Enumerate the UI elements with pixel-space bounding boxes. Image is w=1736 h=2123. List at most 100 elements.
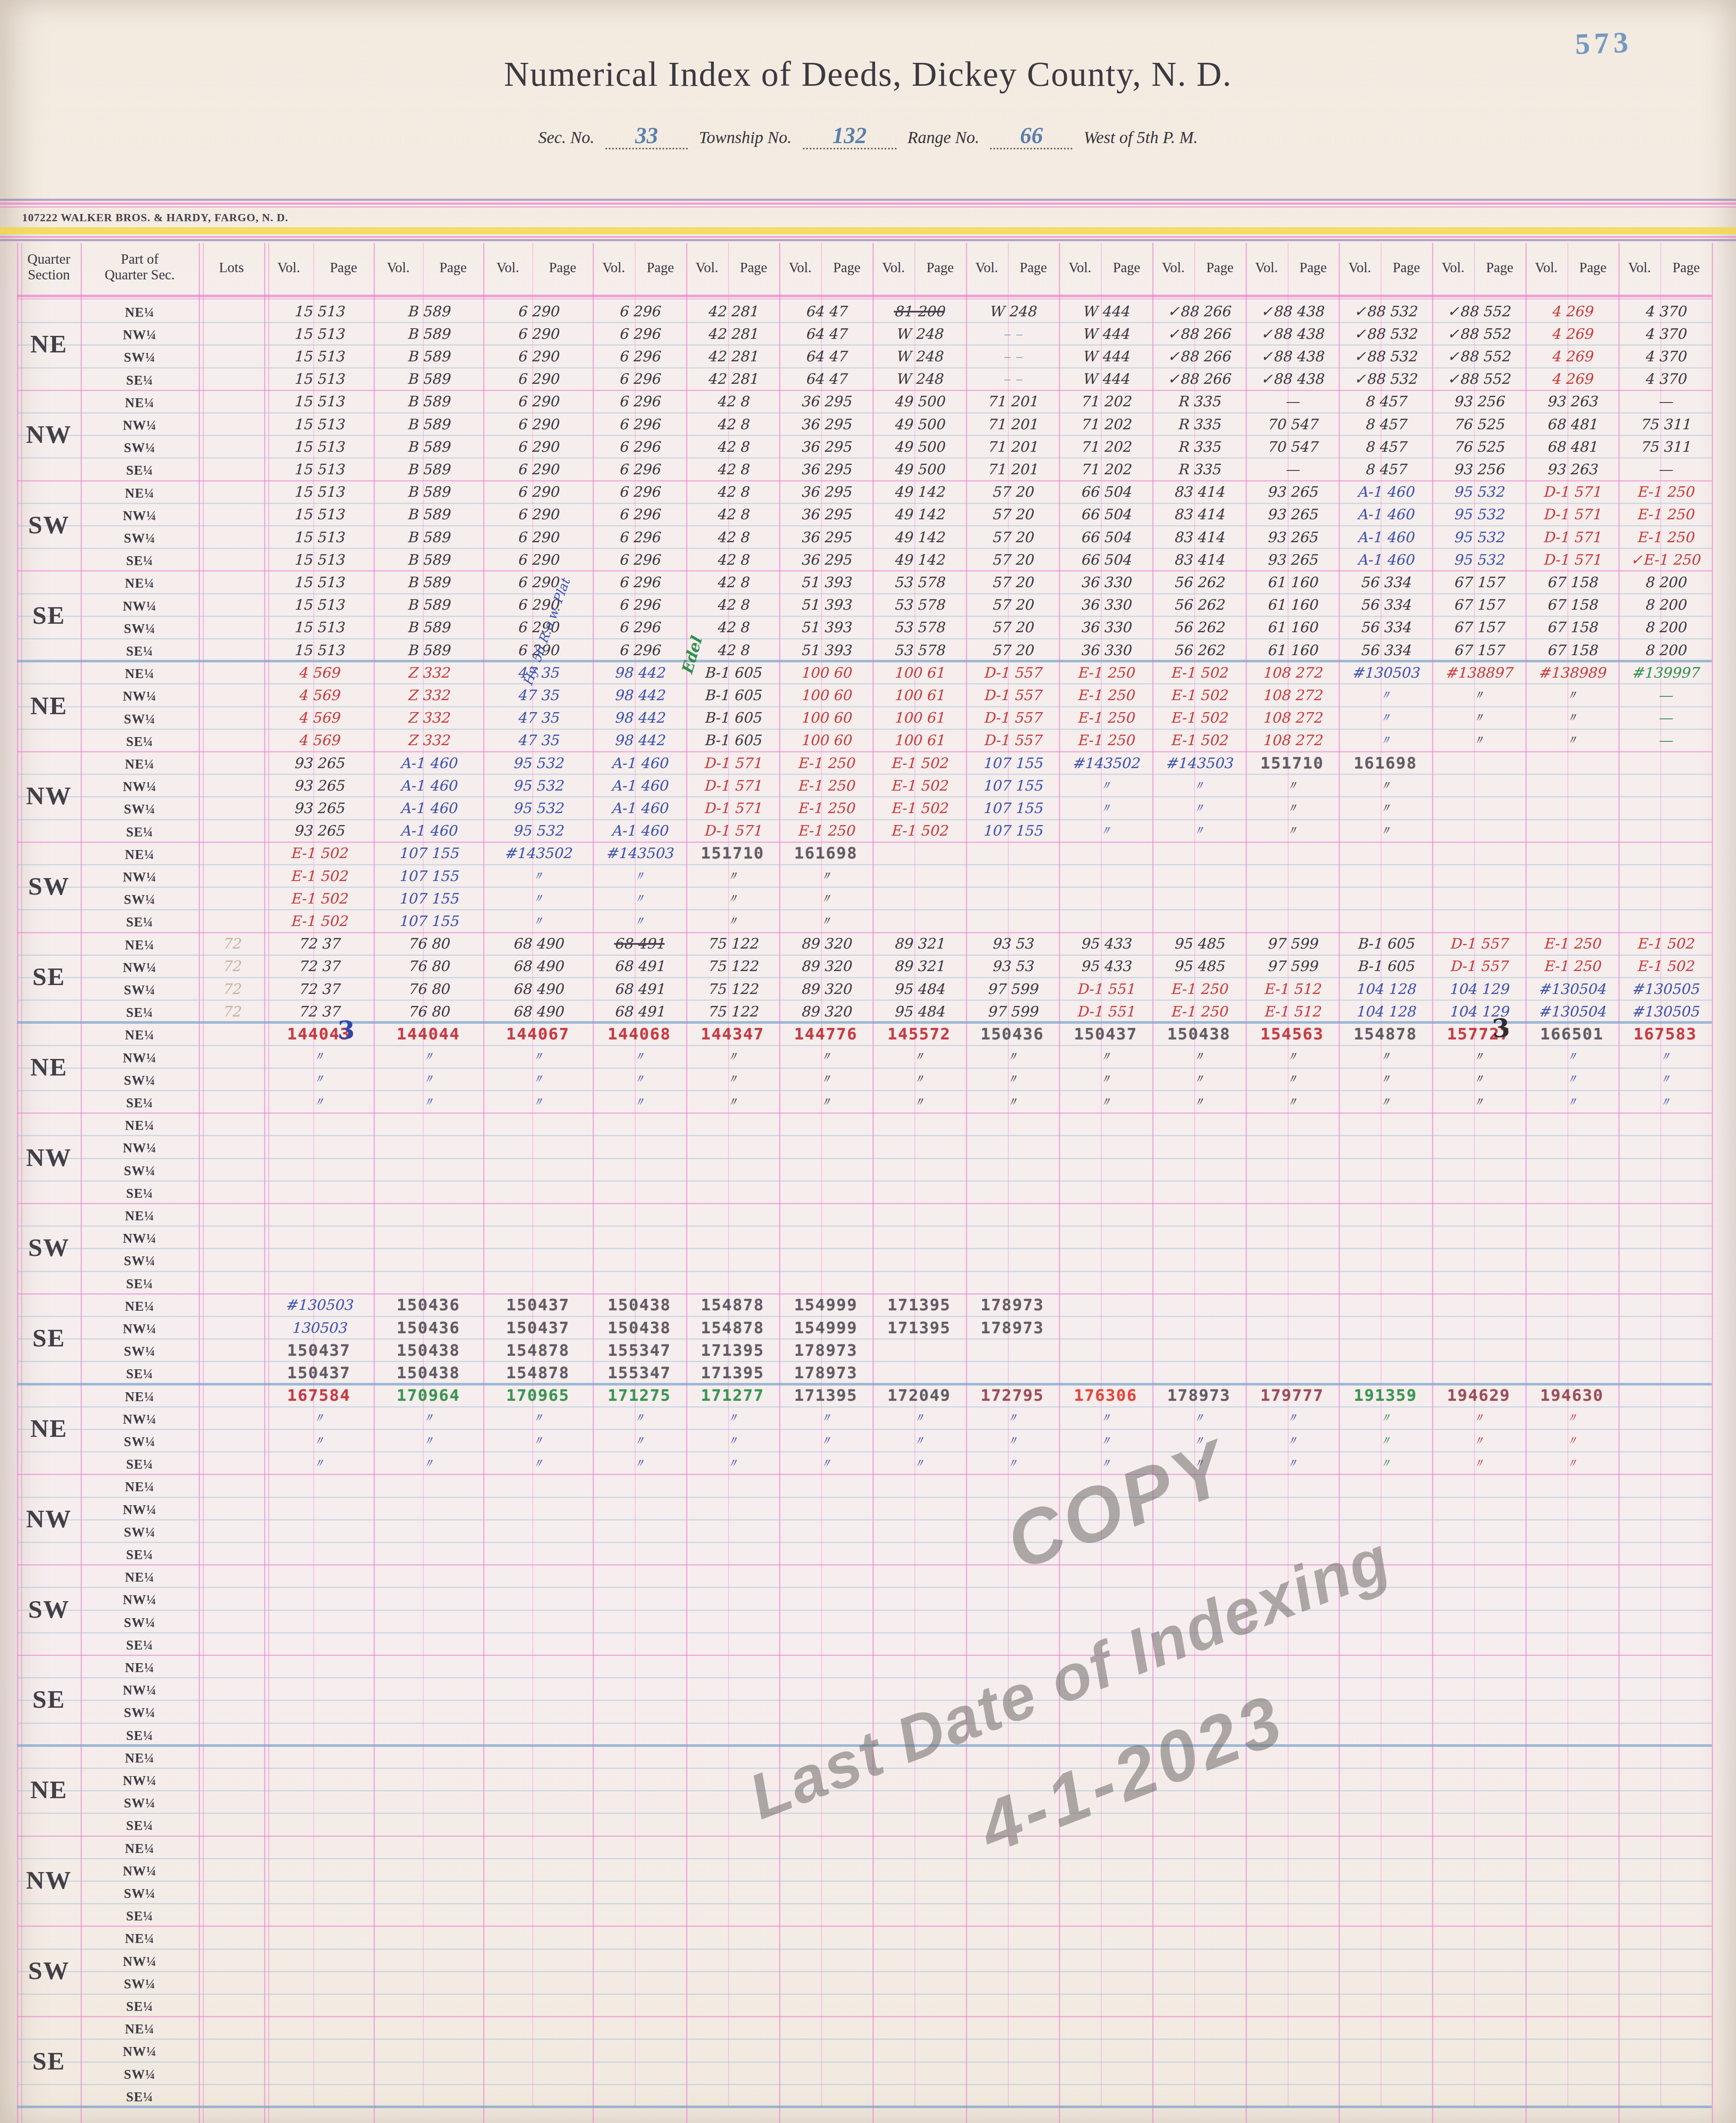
ditto-mark: 〃 [594, 911, 685, 931]
index-entry: 150438 [594, 1318, 685, 1337]
index-entry: 150437 [265, 1340, 372, 1360]
row-divider [17, 729, 1712, 730]
row-divider [17, 1158, 1712, 1159]
index-entry: ✓88 532 [1340, 369, 1431, 389]
index-entry: 57 20 [967, 572, 1058, 592]
section-header: Sec. No. 33 Township No. 132 Range No. 6… [0, 124, 1736, 149]
index-entry: 75 311 [1620, 414, 1711, 434]
index-entry: 167583 [1620, 1024, 1711, 1044]
ditto-mark: 〃 [780, 866, 871, 886]
col-header-page: Page [1008, 260, 1059, 276]
index-entry: 8 200 [1620, 595, 1711, 615]
index-entry: 15 513 [265, 346, 372, 366]
index-entry: 64 47 [780, 346, 871, 366]
index-entry: 100 60 [780, 708, 871, 728]
index-entry: 171395 [687, 1363, 778, 1382]
quarter-label-se: SE [17, 1685, 81, 1714]
ditto-mark: 〃 [265, 1408, 372, 1428]
index-entry: 66 504 [1060, 527, 1151, 547]
index-entry: W 248 [967, 301, 1058, 321]
index-entry: 72 37 [265, 934, 372, 954]
ledger-page: 573 Numerical Index of Deeds, Dickey Cou… [0, 0, 1736, 2123]
ditto-mark: 〃 [1433, 1069, 1524, 1089]
quarter-label-ne: NE [17, 1775, 81, 1805]
ditto-mark: 〃 [687, 1092, 778, 1112]
index-entry: ✓88 438 [1247, 301, 1338, 321]
index-entry: 100 60 [780, 730, 871, 750]
part-label: SE¼ [81, 1005, 199, 1020]
index-entry: 150437 [265, 1363, 372, 1382]
index-entry: 76 525 [1433, 436, 1524, 456]
index-entry: 67 157 [1433, 617, 1524, 637]
index-entry: E-1 502 [874, 798, 965, 818]
index-entry: 171395 [687, 1340, 778, 1360]
row-divider [17, 1090, 1712, 1091]
index-entry: 76 525 [1433, 414, 1524, 434]
part-label: NW¼ [81, 689, 199, 704]
index-entry: B-1 605 [1340, 934, 1431, 954]
index-entry: 75 122 [687, 934, 778, 954]
index-entry: — [1620, 730, 1711, 750]
quarter-label-nw: NW [17, 1866, 81, 1895]
index-entry: 49 142 [874, 527, 965, 547]
ditto-mark: 〃 [375, 1453, 482, 1473]
index-entry: E-1 250 [780, 821, 871, 841]
index-entry: 15 513 [265, 301, 372, 321]
index-entry: 6 290 [484, 595, 591, 615]
index-entry: 68 490 [484, 956, 591, 976]
index-entry: W 248 [874, 369, 965, 389]
index-entry: 107 155 [375, 866, 482, 886]
col-header-lots: Lots [199, 260, 264, 276]
ditto-mark: 〃 [687, 888, 778, 908]
group-divider [17, 842, 1712, 843]
ditto-mark: 〃 [1340, 1047, 1431, 1067]
index-entry: 4 569 [265, 685, 372, 705]
index-entry: 72 [202, 956, 261, 976]
ditto-mark: 〃 [1247, 1047, 1338, 1067]
quarter-label-se: SE [17, 962, 81, 991]
part-label: NW¼ [81, 599, 199, 614]
index-entry: 4 370 [1620, 346, 1711, 366]
ditto-mark: 〃 [1433, 730, 1524, 750]
index-entry: 67 157 [1433, 595, 1524, 615]
group-divider [17, 390, 1712, 391]
index-entry: 100 61 [874, 730, 965, 750]
ditto-mark: 〃 [1340, 730, 1431, 750]
col-header-vol: Vol. [966, 260, 1008, 276]
index-entry: 57 20 [967, 617, 1058, 637]
index-entry: B 589 [375, 640, 482, 660]
index-entry: 68 490 [484, 934, 591, 954]
index-entry: E-1 502 [265, 866, 372, 886]
index-entry: 154999 [780, 1318, 871, 1337]
index-entry: 68 491 [594, 979, 685, 999]
col-header-vol: Vol. [686, 260, 728, 276]
col-header-vol: Vol. [872, 260, 914, 276]
index-entry: E-1 502 [265, 911, 372, 931]
index-entry: 75 122 [687, 1001, 778, 1021]
row-divider [17, 1135, 1712, 1136]
index-entry: 89 320 [780, 934, 871, 954]
index-entry: 4 269 [1527, 346, 1618, 366]
index-entry: D-1 571 [1527, 482, 1618, 502]
index-entry: 36 330 [1060, 595, 1151, 615]
index-entry: 76 80 [375, 934, 482, 954]
part-label: NW¼ [81, 1864, 199, 1879]
col-header-vol: Vol. [593, 260, 635, 276]
index-entry: 6 290 [484, 301, 591, 321]
ditto-mark: 〃 [780, 1453, 871, 1473]
quarter-label-se: SE [17, 601, 81, 630]
index-entry: ✓88 266 [1154, 369, 1244, 389]
group-divider [17, 480, 1712, 481]
ditto-mark: 〃 [375, 1047, 482, 1067]
ditto-mark: 〃 [967, 1453, 1058, 1473]
index-entry: D-1 571 [687, 798, 778, 818]
index-entry: 93 263 [1527, 391, 1618, 411]
index-entry: #143503 [1154, 753, 1244, 773]
col-header-vol: Vol. [1246, 260, 1288, 276]
index-entry: 93 265 [265, 798, 372, 818]
index-entry: 93 265 [1247, 482, 1338, 502]
index-entry: — [1620, 391, 1711, 411]
index-entry: ✓88 438 [1247, 369, 1338, 389]
quarter-label-se: SE [17, 1323, 81, 1353]
index-entry: B-1 605 [1340, 956, 1431, 976]
